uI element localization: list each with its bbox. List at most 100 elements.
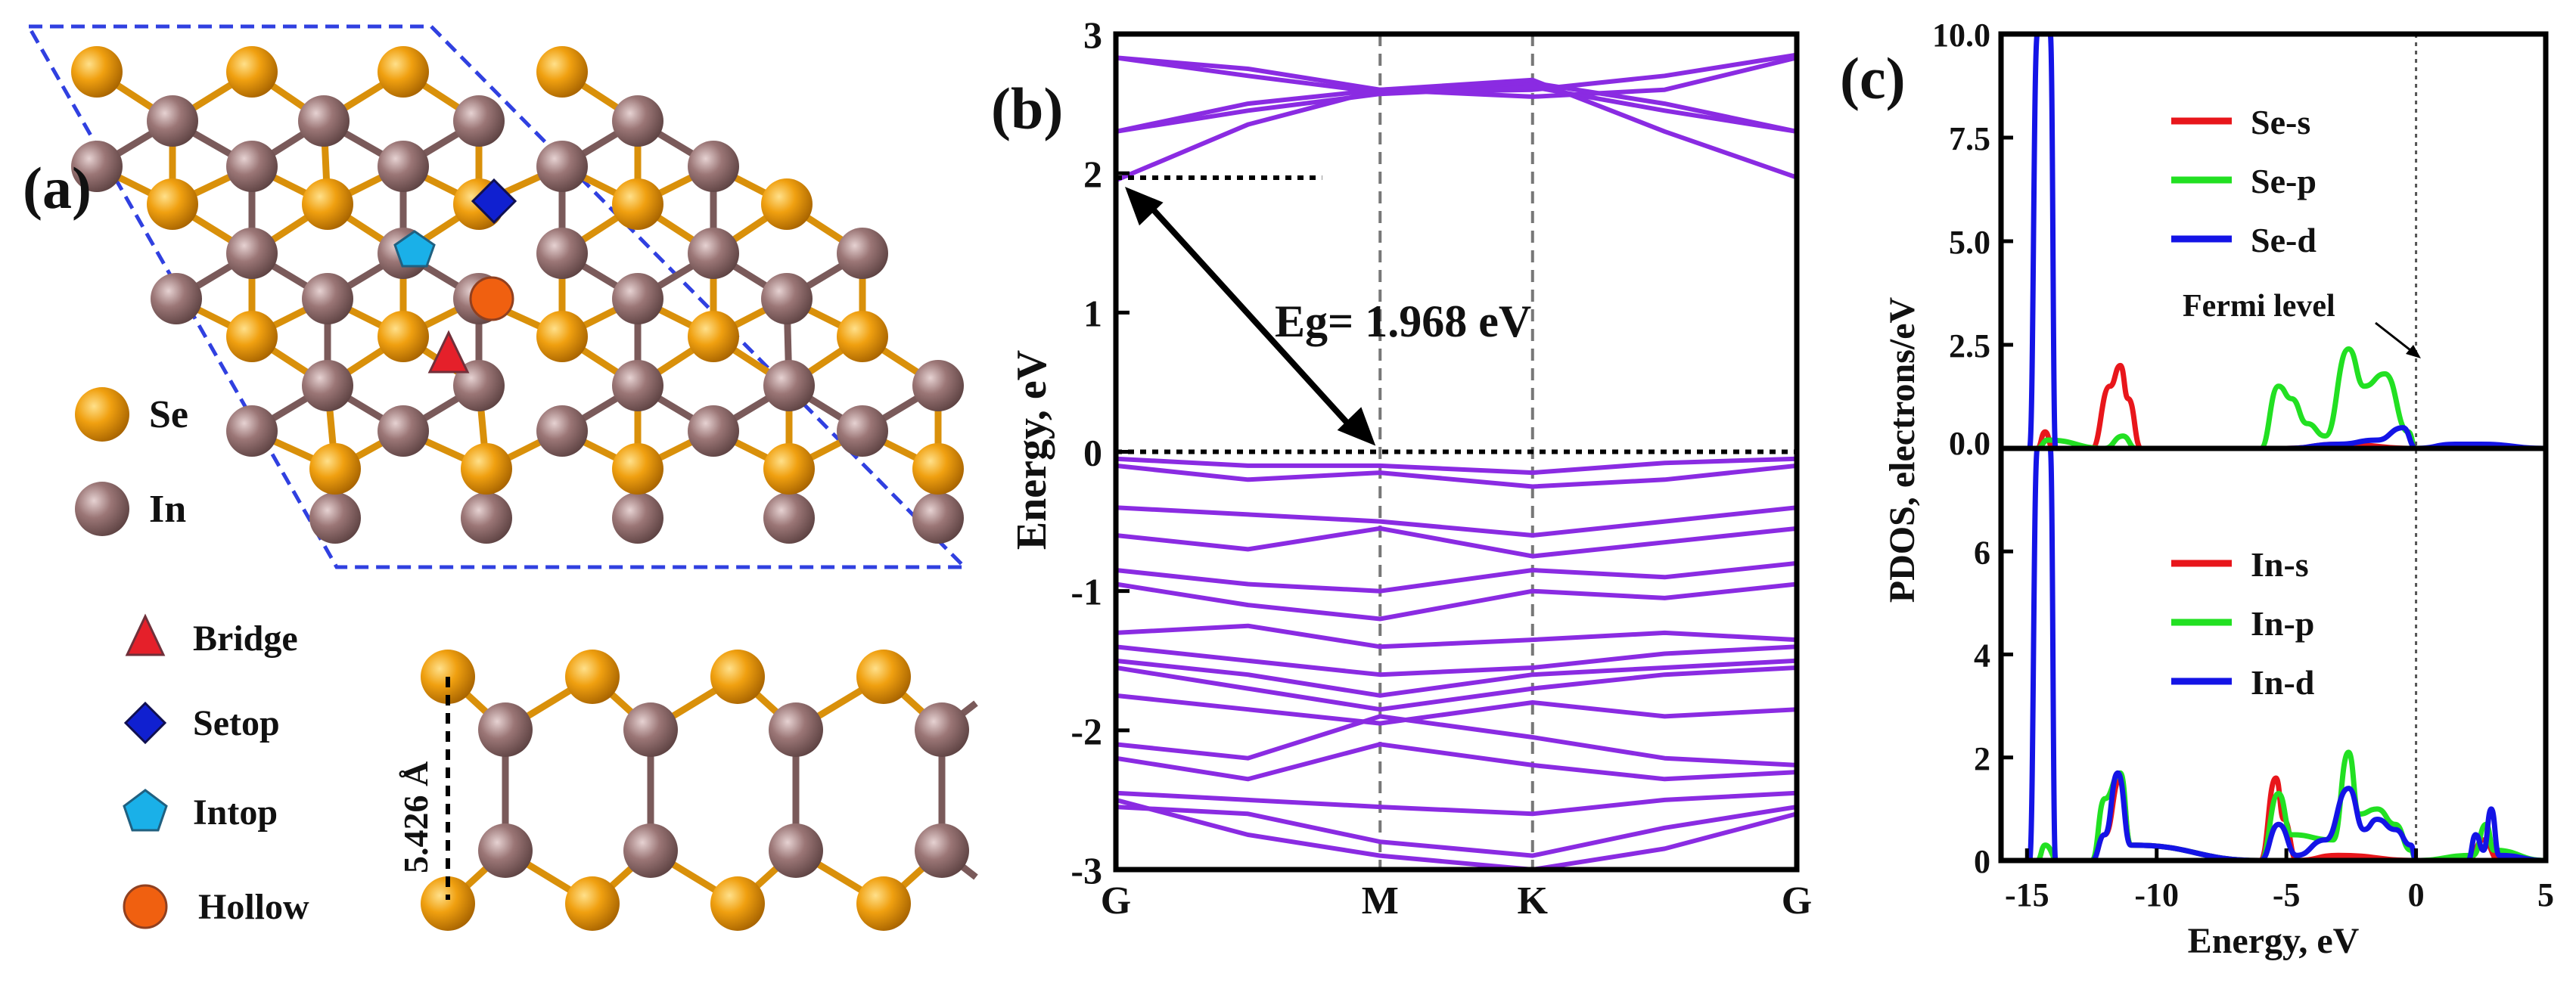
in-atom (461, 492, 512, 544)
in-atom (226, 405, 278, 457)
se-atom (761, 178, 813, 230)
hollow-circle-icon (123, 884, 168, 929)
legend-hollow-label: Hollow (198, 887, 309, 927)
in-atom (536, 228, 588, 279)
legend-in-label: In-d (2251, 663, 2315, 702)
pdos-xtick-label: -15 (2005, 876, 2049, 913)
lattice-atoms (71, 46, 964, 544)
se-atom (612, 443, 663, 495)
side-view-structure (421, 650, 978, 931)
se-atom (226, 46, 278, 98)
band-axis-ticks: -3 -2 -1 0 1 2 3 G M K G (1070, 14, 1812, 923)
se-atom (461, 443, 512, 495)
se-atom (147, 178, 198, 230)
unit-cell-outline (25, 24, 969, 569)
legend-bridge-label: Bridge (193, 619, 298, 659)
band-xtick-label: G (1101, 879, 1131, 923)
valence-band-line (1116, 644, 1797, 678)
valence-band-line (1116, 805, 1797, 858)
valence-band-line (1116, 693, 1797, 726)
in-atom (71, 141, 123, 192)
pdos-xtick-label: -5 (2273, 876, 2301, 913)
in-atom (769, 823, 823, 878)
in-atom (623, 823, 678, 878)
legend-setop: Setop (123, 701, 280, 745)
legend-setop-label: Setop (193, 703, 280, 743)
panel-a-label: (a) (23, 155, 92, 221)
band-gap-arrowhead-start (1125, 187, 1164, 226)
pdos-top-ytick-label: 2.5 (1949, 327, 1990, 364)
in-atom (688, 228, 739, 279)
band-lines (1116, 52, 1797, 870)
valence-band-line (1116, 505, 1797, 538)
pdos-bottom-ytick-label: 4 (1974, 637, 1990, 674)
valence-band-line (1116, 665, 1797, 712)
in-atom (763, 360, 815, 411)
in-atom (478, 823, 533, 878)
legend-in-label: In-s (2251, 545, 2309, 584)
in-atom (912, 360, 964, 411)
se-atom (710, 876, 765, 931)
in-atom (302, 360, 353, 411)
se-atom (612, 178, 663, 230)
band-gap-arrow (1145, 201, 1356, 432)
in-atom (309, 492, 361, 544)
band-gap-annotation (1116, 175, 1797, 454)
pdos-top-ytick-label: 0.0 (1949, 425, 1990, 462)
in-atom (378, 405, 429, 457)
band-ytick-label: 2 (1083, 153, 1102, 195)
in-atom (623, 702, 678, 757)
se-atom (565, 876, 620, 931)
in-atom (769, 702, 823, 757)
band-ytick-label: -1 (1070, 571, 1102, 613)
band-ytick-label: 0 (1083, 432, 1102, 474)
band-xtick-label: K (1518, 879, 1549, 923)
in-atom (478, 702, 533, 757)
se-atom (837, 311, 888, 362)
pdos-top-ytick-label: 5.0 (1949, 224, 1990, 261)
panel-a-structure: (a) Se In Bridge Setop Intop Hollow (23, 24, 978, 931)
se-atom (71, 46, 123, 98)
in-atom (688, 405, 739, 457)
se-atom (226, 311, 278, 362)
pdos-top-ytick-label: 10.0 (1932, 17, 1990, 54)
setop-diamond-icon (123, 701, 167, 745)
in-atom (226, 141, 278, 192)
legend-se: Se (75, 387, 188, 442)
band-gap-label: Eg= 1.968 eV (1275, 296, 1531, 346)
pdos-bottom-ytick-label: 2 (1974, 740, 1990, 777)
thickness-label: 5.426 Å (396, 761, 435, 873)
in-atom-icon (75, 482, 129, 536)
in-atom (226, 228, 278, 279)
pdos-xtick-label: -10 (2134, 876, 2179, 913)
in-atom (453, 95, 505, 147)
valence-band-line (1116, 581, 1797, 622)
band-ytick-label: -3 (1070, 849, 1102, 892)
in-atom (612, 95, 663, 147)
in-atom (612, 492, 663, 544)
legend-se-label: Se-s (2251, 103, 2310, 141)
bridge-site-marker (427, 330, 470, 374)
in-atom (912, 492, 964, 544)
in-atom (612, 360, 663, 411)
se-atom (710, 650, 765, 704)
band-ytick-label: 3 (1083, 14, 1102, 56)
se-atom-icon (75, 387, 129, 442)
band-plot-frame (1113, 31, 1800, 873)
legend-hollow: Hollow (123, 884, 309, 929)
setop-site-marker (471, 178, 517, 225)
legend-se-label: Se-p (2251, 162, 2317, 200)
se-atom (763, 443, 815, 495)
bridge-triangle-icon (125, 613, 166, 656)
pdos-axis-ticks: 0.0 2.5 5.0 7.5 10.0 0 2 4 6 -15 -10 -5 0 5 (1932, 17, 2554, 913)
panel-c-pdos: (c) PDOS, electrons/eV Energy, eV 0.0 2.5… (1840, 17, 2554, 961)
valence-band-line (1116, 742, 1797, 782)
se-atom (536, 46, 588, 98)
pdos-ylabel: PDOS, electrons/eV (1882, 296, 1922, 603)
valence-band-line (1116, 658, 1797, 698)
in-atom (915, 702, 969, 757)
in-atom (151, 273, 202, 324)
in-atom (837, 405, 888, 457)
legend-in: In (75, 482, 186, 536)
